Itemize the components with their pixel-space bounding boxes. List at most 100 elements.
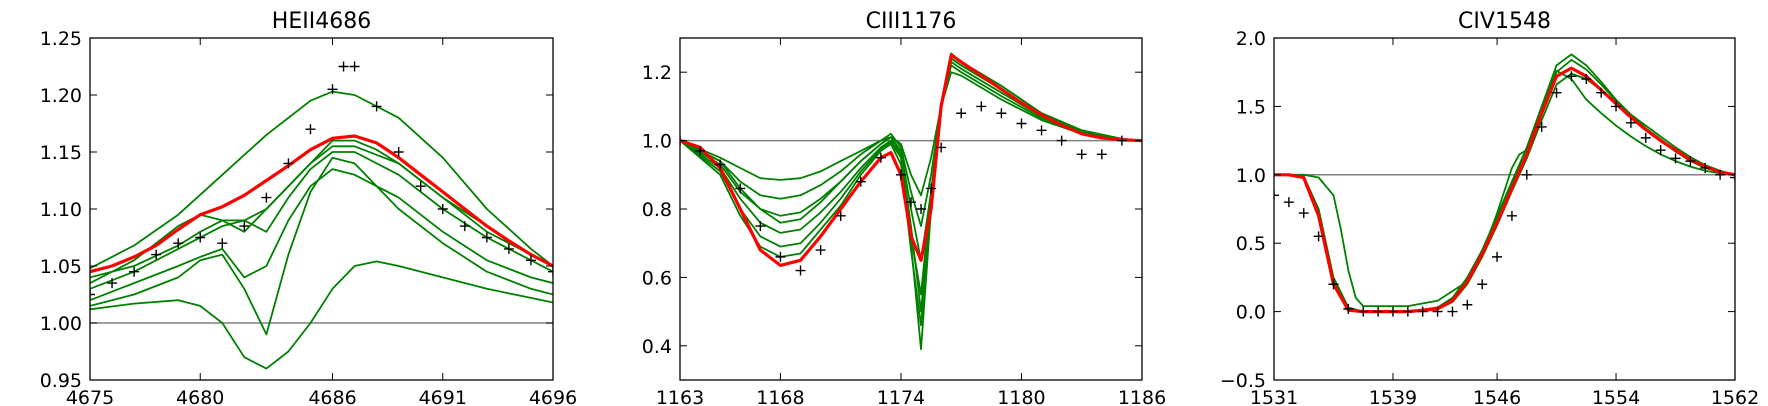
observed-point (261, 192, 272, 203)
observed-point (1298, 208, 1309, 219)
observed-point (217, 238, 228, 249)
observed-point (1536, 121, 1547, 132)
observed-point (1566, 71, 1577, 82)
observed-point (338, 61, 349, 72)
model-curve-5 (90, 156, 553, 336)
observed-point (1328, 279, 1339, 290)
observed-point (283, 158, 294, 169)
x-tick-label: 4680 (176, 387, 224, 406)
observed-point (735, 183, 746, 194)
observed-point (875, 152, 886, 163)
y-tick-label: 1.25 (40, 28, 82, 50)
model-curve-6 (90, 260, 553, 370)
panel-heii4686: 4675 4680 4686 4691 4696 0.95 1.00 1.05 1.10 1.15… (40, 9, 577, 406)
observed-point (1343, 303, 1354, 314)
observed-point (1521, 169, 1532, 180)
x-tick-label: 1546 (1473, 387, 1521, 406)
observed-point (1551, 87, 1562, 98)
observed-point (503, 243, 514, 254)
observed-point (1640, 132, 1651, 143)
observed-point (1447, 306, 1458, 317)
x-tick-label: 4691 (419, 387, 467, 406)
observed-point (916, 204, 927, 214)
observed-point (1016, 118, 1027, 129)
observed-point (1283, 197, 1294, 208)
observed-point (1581, 74, 1592, 85)
observed-point (415, 181, 426, 192)
x-tick-label: 1163 (656, 387, 704, 406)
observed-point (936, 142, 947, 153)
y-tick-label: 1.2 (642, 62, 672, 84)
y-tick-label: 0.4 (642, 336, 672, 358)
observed-point (173, 238, 184, 249)
observed-point (305, 124, 316, 135)
plot-area (90, 61, 553, 370)
observed-point (715, 159, 726, 170)
observed-point (1373, 306, 1384, 317)
model-curve-6 (680, 54, 1142, 327)
model-curve-4 (680, 57, 1142, 313)
x-tick-label: 1562 (1711, 387, 1759, 406)
observed-point (1685, 156, 1696, 167)
observed-point (996, 108, 1007, 119)
observed-point (1056, 135, 1067, 146)
observed-point (795, 265, 806, 276)
observed-point (151, 249, 162, 260)
observed-point (1492, 251, 1503, 262)
axes-frame (89, 37, 554, 381)
plot-area (1274, 53, 1735, 317)
observed-point (1076, 149, 1087, 160)
observed-point (1596, 87, 1607, 98)
observed-point (1417, 306, 1428, 317)
observed-point (1715, 169, 1726, 180)
model-curve-2 (680, 64, 1142, 227)
observed-point (1096, 149, 1107, 160)
observed-point (926, 183, 937, 194)
observed-point (695, 145, 706, 156)
y-tick-label: 0.0 (1236, 302, 1266, 324)
x-tick-label: 1531 (1250, 387, 1298, 406)
observed-point (371, 101, 382, 112)
model-curve-3 (90, 151, 553, 290)
observed-point (1611, 101, 1622, 112)
best-fit-curve (90, 134, 553, 274)
observed-point (1462, 299, 1473, 310)
observed-point (835, 210, 846, 221)
chart-title: CIV1548 (1458, 9, 1551, 34)
model-curve-4 (90, 168, 553, 302)
y-tick-label: 0.5 (1236, 233, 1266, 255)
x-tick-label: 1168 (756, 387, 804, 406)
x-tick-label: 4675 (66, 387, 114, 406)
x-tick-label: 1186 (1118, 387, 1166, 406)
y-tick-label: 1.0 (1236, 165, 1266, 187)
x-tick-label: 1174 (877, 387, 925, 406)
y-tick-label: 2.0 (1236, 28, 1266, 50)
plot-area (680, 52, 1142, 351)
panel-civ1548: 1531 1539 1546 1554 1562 −0.5 0.0 0.5 1.0 1.5 2.0 C… (1220, 9, 1759, 406)
observed-point (956, 108, 967, 119)
observed-point (349, 61, 360, 72)
observed-point (548, 266, 553, 277)
observed-point (1358, 306, 1369, 317)
chart-title: HEII4686 (272, 9, 371, 34)
observed-point (1670, 153, 1681, 164)
x-tick-label: 1554 (1592, 387, 1640, 406)
observed-point (459, 221, 470, 232)
observed-point (855, 176, 866, 187)
observed-point (1036, 125, 1047, 136)
chart-title: CIII1176 (866, 9, 957, 34)
y-tick-label: 1.00 (40, 313, 82, 335)
y-tick-label: 1.0 (642, 131, 672, 153)
observed-point (1432, 306, 1443, 317)
y-tick-label: 0.8 (642, 199, 672, 221)
y-tick-label: 1.10 (40, 199, 82, 221)
observed-point (327, 84, 338, 95)
model-curve-3 (680, 61, 1142, 262)
observed-point (755, 221, 766, 232)
observed-point (90, 289, 95, 300)
observed-point (1402, 306, 1413, 317)
observed-point (1625, 117, 1636, 128)
y-tick-label: −0.5 (1220, 370, 1266, 392)
observed-point (1387, 306, 1398, 317)
